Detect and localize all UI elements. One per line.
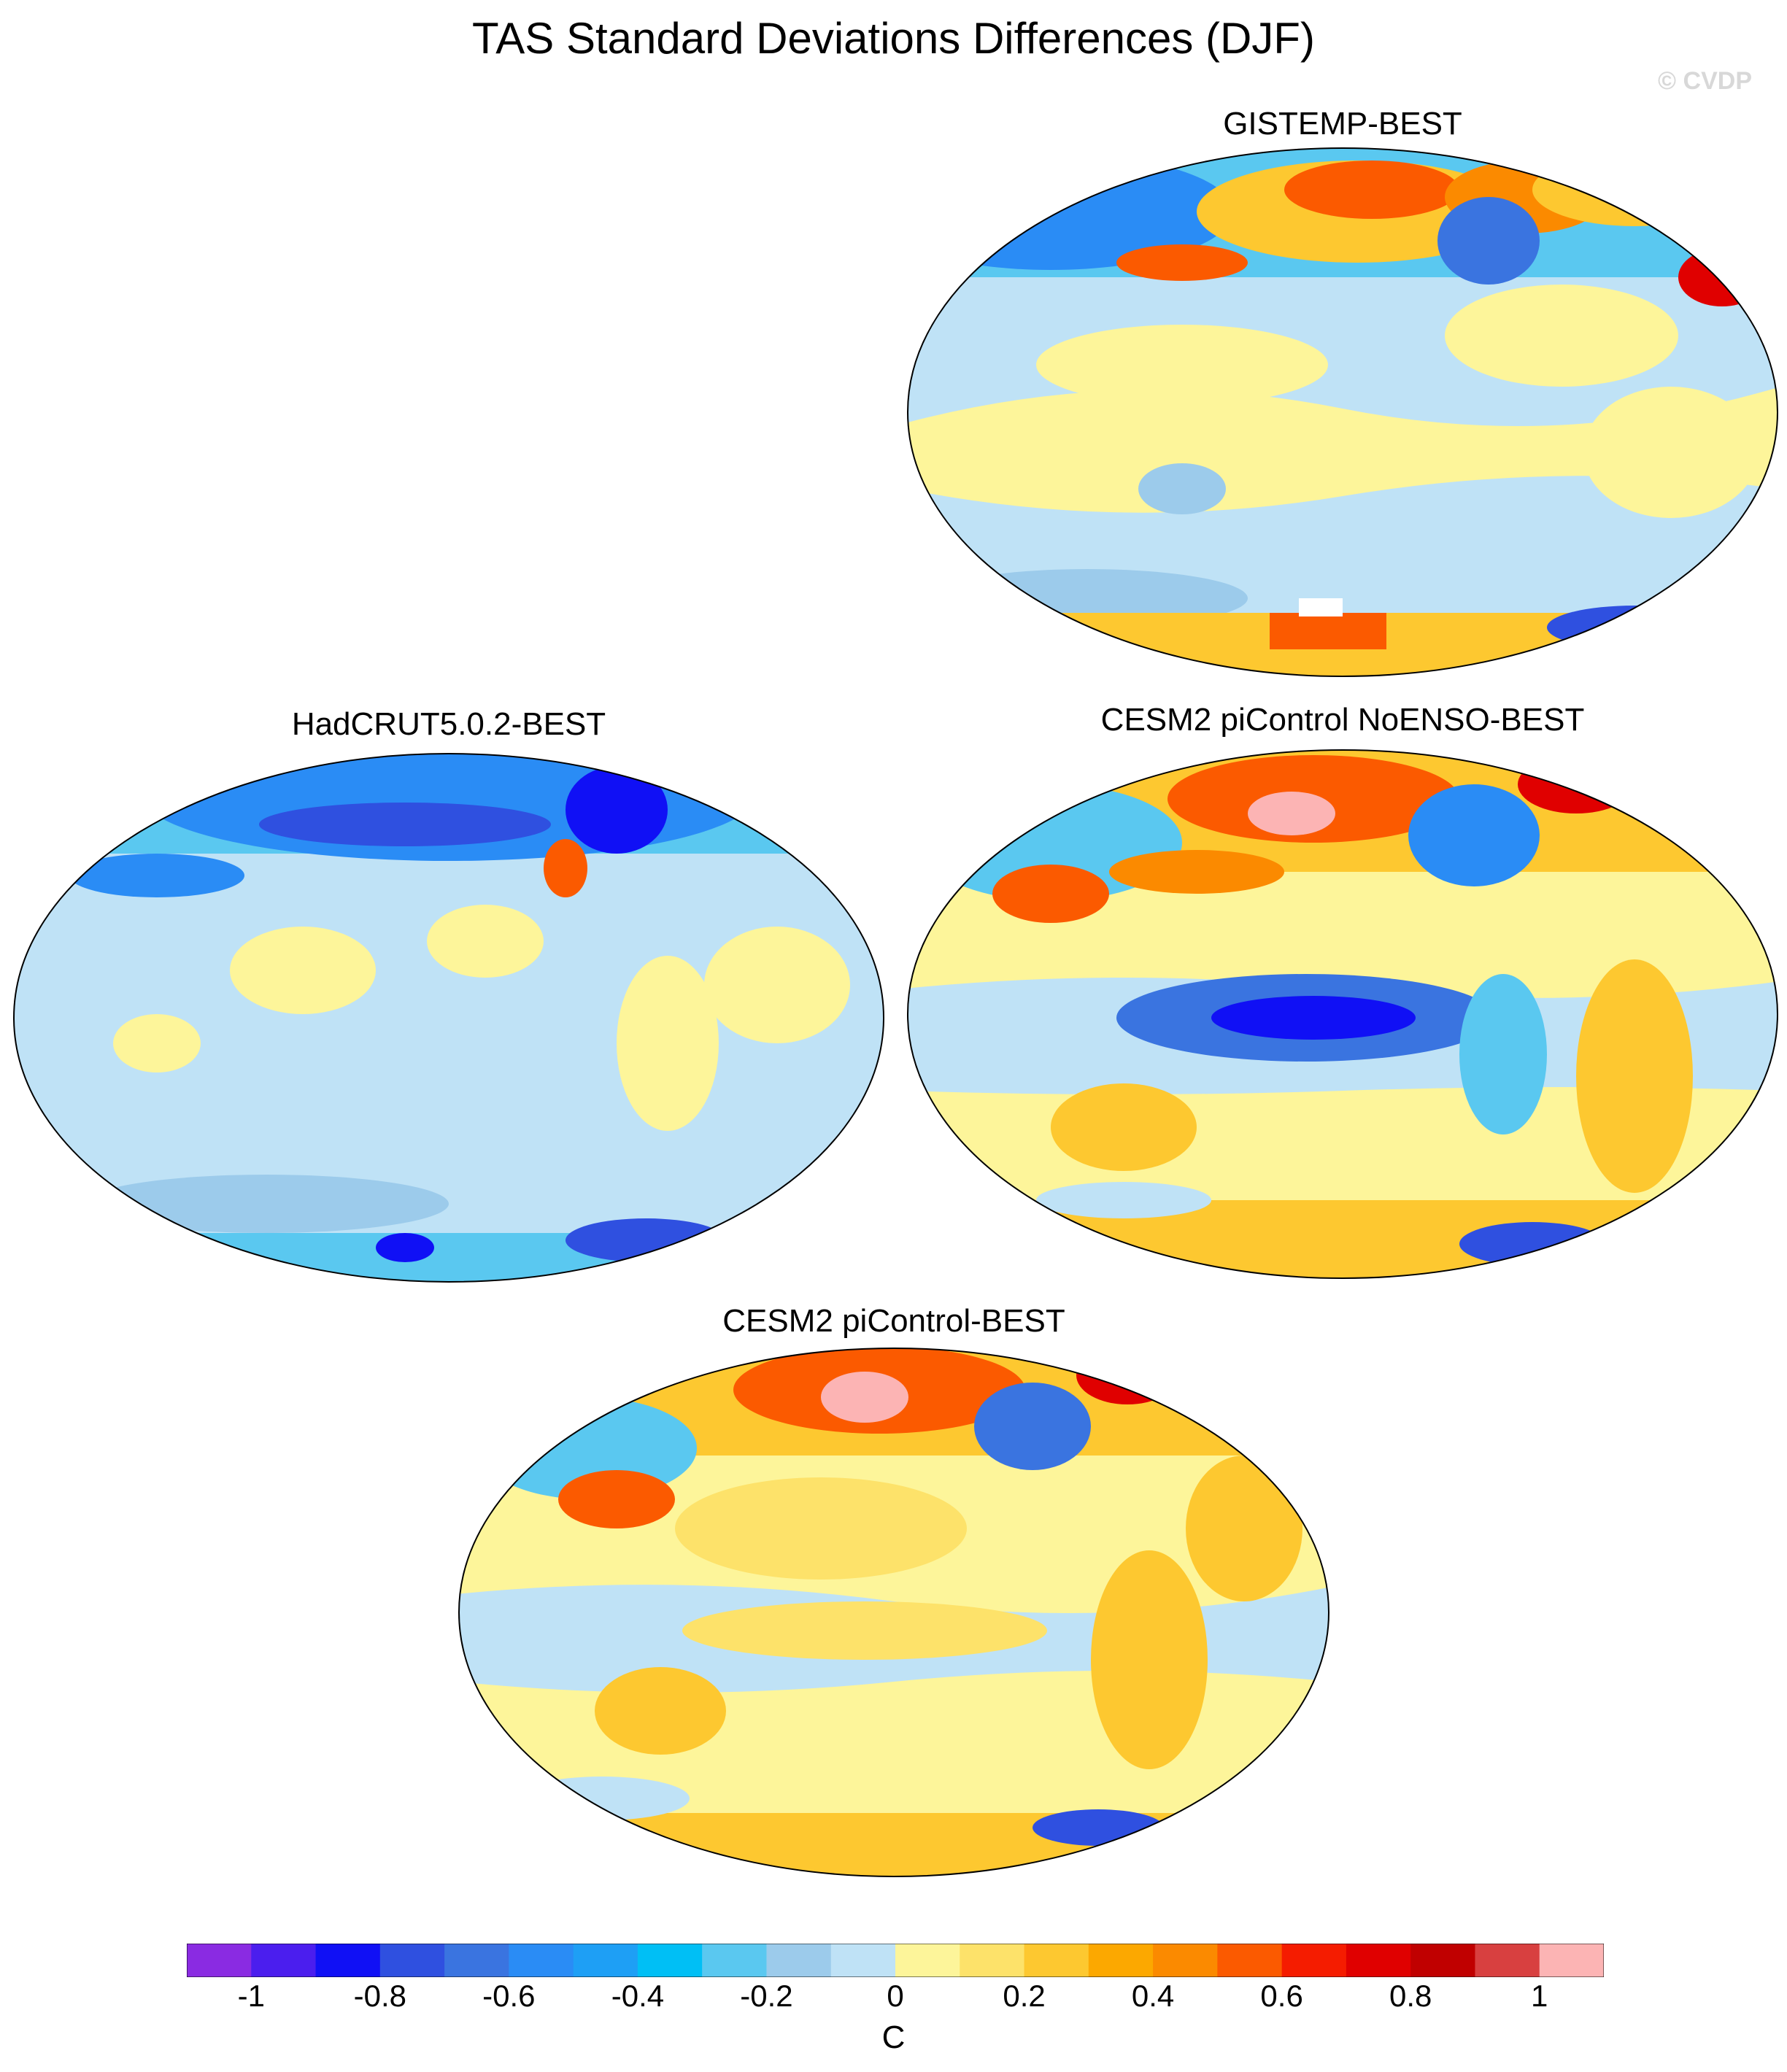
colorbar-swatch [187,1944,252,1977]
colorbar-swatch [1539,1944,1605,1977]
map-picontrol [456,1346,1332,1879]
colorbar-swatch [1024,1944,1089,1977]
colorbar-swatch [315,1944,381,1977]
colorbar-swatch [702,1944,767,1977]
panel-title-picontrol: CESM2 piControl-BEST [722,1303,1065,1339]
colorbar-unit: C [881,2019,906,2055]
colorbar-swatches [186,1943,1605,1978]
colorbar-tick-label: 0 [887,1979,904,2013]
colorbar-swatch [1346,1944,1411,1977]
panel-title-hadcrut: HadCRUT5.0.2-BEST [291,706,606,742]
map-hadcrut [11,751,887,1284]
colorbar-tick-label: 0.8 [1389,1979,1432,2013]
map-gistemp [905,146,1780,679]
colorbar-swatch [379,1944,445,1977]
colorbar-tick-labels: -1 -0.8 -0.6 -0.4 -0.2 0 0.2 0.4 0.6 0.8 1 [187,1979,1604,2022]
map-noenso [905,748,1780,1280]
colorbar-tick-label: 0.6 [1260,1979,1303,2013]
figure-title: TAS Standard Deviations Differences (DJF… [472,14,1315,63]
colorbar-swatch [1410,1944,1475,1977]
colorbar-swatch [444,1944,509,1977]
colorbar-tick-label: 1 [1531,1979,1548,2013]
colorbar-tick-label: -1 [237,1979,265,2013]
colorbar-tick-label: -0.4 [611,1979,665,2013]
colorbar-swatch [251,1944,317,1977]
watermark: © CVDP [1658,67,1752,95]
panel-title-noenso: CESM2 piControl NoENSO-BEST [1100,702,1585,738]
colorbar-swatch [1088,1944,1154,1977]
colorbar-swatch [1475,1944,1540,1977]
colorbar-swatch [573,1944,638,1977]
colorbar-swatch [637,1944,703,1977]
panel-title-gistemp: GISTEMP-BEST [1223,106,1462,142]
colorbar-swatch [960,1944,1025,1977]
colorbar [186,1943,1605,1981]
colorbar-swatch [895,1944,960,1977]
colorbar-swatch [1153,1944,1218,1977]
colorbar-swatch [1217,1944,1283,1977]
colorbar-tick-label: -0.6 [482,1979,536,2013]
colorbar-swatch [509,1944,574,1977]
colorbar-tick-label: -0.8 [353,1979,406,2013]
colorbar-swatch [1281,1944,1347,1977]
colorbar-tick-label: 0.4 [1131,1979,1175,2013]
colorbar-swatch [830,1944,896,1977]
colorbar-tick-label: 0.2 [1003,1979,1046,2013]
colorbar-tick-label: -0.2 [740,1979,793,2013]
colorbar-swatch [766,1944,832,1977]
